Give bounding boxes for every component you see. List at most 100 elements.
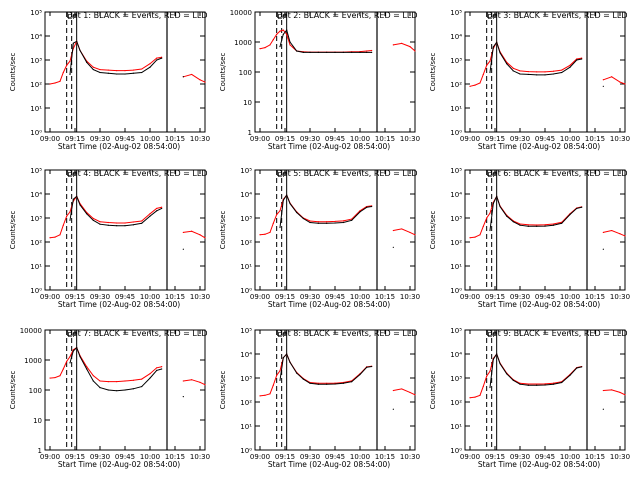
data-point-black [124, 73, 126, 75]
data-point-black [317, 51, 319, 54]
data-point-red [276, 374, 278, 376]
data-point-black [156, 369, 158, 372]
data-point-black [512, 379, 514, 381]
panel-det-7: D P 09:00 09:15 09:30 09:45 10:00 10:15 10:30 1 10… [9, 327, 210, 469]
y-tick-label: 10⁴ [30, 191, 42, 199]
data-point-black [279, 379, 281, 381]
data-point-red [99, 221, 101, 223]
data-point-black [519, 224, 521, 226]
x-tick-label: 10:15 [165, 135, 185, 143]
x-tick-label: 09:00 [250, 453, 270, 461]
data-point-black [161, 207, 163, 210]
y-tick-label: 10 [243, 99, 252, 107]
data-point-red [544, 71, 546, 73]
panel-title: Det 5: BLACK = Events, RED = LLD [277, 169, 418, 178]
data-point-black [371, 51, 373, 54]
data-point-red [414, 50, 416, 52]
data-point-black [76, 195, 78, 197]
x-tick-label: 10:15 [585, 293, 605, 301]
data-point-black [392, 408, 394, 410]
data-point-black [552, 73, 554, 75]
series-red-line [259, 353, 416, 397]
data-point-red [107, 69, 109, 71]
data-point-red [124, 380, 126, 382]
data-point-red [92, 66, 94, 68]
x-tick-label: 10:30 [400, 135, 420, 143]
x-tick-label: 09:45 [535, 453, 555, 461]
data-point-black [86, 368, 88, 370]
data-point-black [499, 52, 501, 54]
data-point-red [479, 394, 481, 396]
x-tick-label: 09:45 [325, 453, 345, 461]
marker-letter-d: D [68, 171, 73, 179]
data-point-red [149, 63, 151, 65]
series-red-line [49, 346, 206, 386]
data-point-black [282, 33, 284, 35]
data-point-red [141, 68, 143, 70]
data-point-red [49, 83, 51, 85]
data-point-red [482, 73, 484, 76]
data-point-red [469, 237, 471, 239]
data-point-black [124, 389, 126, 391]
x-tick-label: 09:00 [460, 135, 480, 143]
marker-letter-d: D [488, 13, 493, 21]
data-point-red [561, 69, 563, 71]
data-point-red [149, 373, 151, 375]
x-axis-title: Start Time (02-Aug-02 08:54:00) [58, 300, 180, 309]
marker-letter-p: P [493, 13, 497, 21]
data-point-red [269, 393, 271, 395]
data-point-black [326, 383, 328, 385]
data-point-red [182, 231, 184, 234]
y-axis-title: Counts/sec [9, 371, 17, 410]
data-point-red [182, 380, 184, 382]
marker-letter-p: P [283, 331, 287, 339]
data-point-black [334, 383, 336, 385]
data-point-red [116, 222, 118, 224]
x-tick-label: 09:30 [90, 453, 110, 461]
data-point-red [474, 84, 476, 86]
data-point-red [279, 370, 281, 372]
y-tick-label: 10⁰ [240, 447, 252, 455]
data-point-red [191, 73, 193, 76]
data-point-black [79, 204, 81, 206]
x-tick-label: 09:30 [510, 453, 530, 461]
y-tick-label: 10³ [240, 375, 252, 383]
data-point-red [264, 233, 266, 235]
x-tick-label: 10:30 [190, 293, 210, 301]
data-point-red [92, 375, 94, 377]
panel-det-9: D P 09:00 09:15 09:30 09:45 10:00 10:15 10:30 10⁰… [429, 327, 630, 469]
data-point-red [49, 377, 51, 379]
data-point-red [204, 81, 206, 83]
data-point-black [279, 46, 281, 48]
data-point-red [62, 71, 64, 74]
data-point-black [107, 224, 109, 226]
data-point-red [66, 360, 68, 362]
data-point-red [69, 211, 71, 213]
data-point-red [326, 382, 328, 384]
data-point-black [561, 222, 563, 224]
y-axis-title: Counts/sec [219, 211, 227, 250]
marker-letter-d: D [278, 13, 283, 21]
data-point-red [359, 210, 361, 212]
data-point-black [527, 73, 529, 76]
data-point-black [512, 221, 514, 223]
data-point-red [359, 50, 361, 53]
data-point-black [79, 355, 81, 358]
data-point-red [326, 221, 328, 223]
data-point-black [99, 387, 101, 389]
data-point-black [602, 248, 604, 250]
data-point-black [569, 66, 571, 68]
x-axis-title: Start Time (02-Aug-02 08:54:00) [478, 142, 600, 151]
y-tick-label: 10¹ [240, 423, 252, 431]
data-point-black [107, 72, 109, 74]
y-tick-label: 10³ [450, 215, 462, 223]
y-tick-label: 10⁰ [30, 129, 42, 137]
data-point-black [569, 213, 571, 216]
data-point-red [264, 47, 266, 49]
x-tick-label: 10:30 [400, 293, 420, 301]
data-point-black [334, 222, 336, 224]
marker-letter-d: D [278, 171, 283, 179]
x-tick-label: 10:15 [165, 293, 185, 301]
panel-title: Det 6: BLACK = Events, RED = LLD [487, 169, 628, 178]
data-point-black [602, 408, 604, 410]
